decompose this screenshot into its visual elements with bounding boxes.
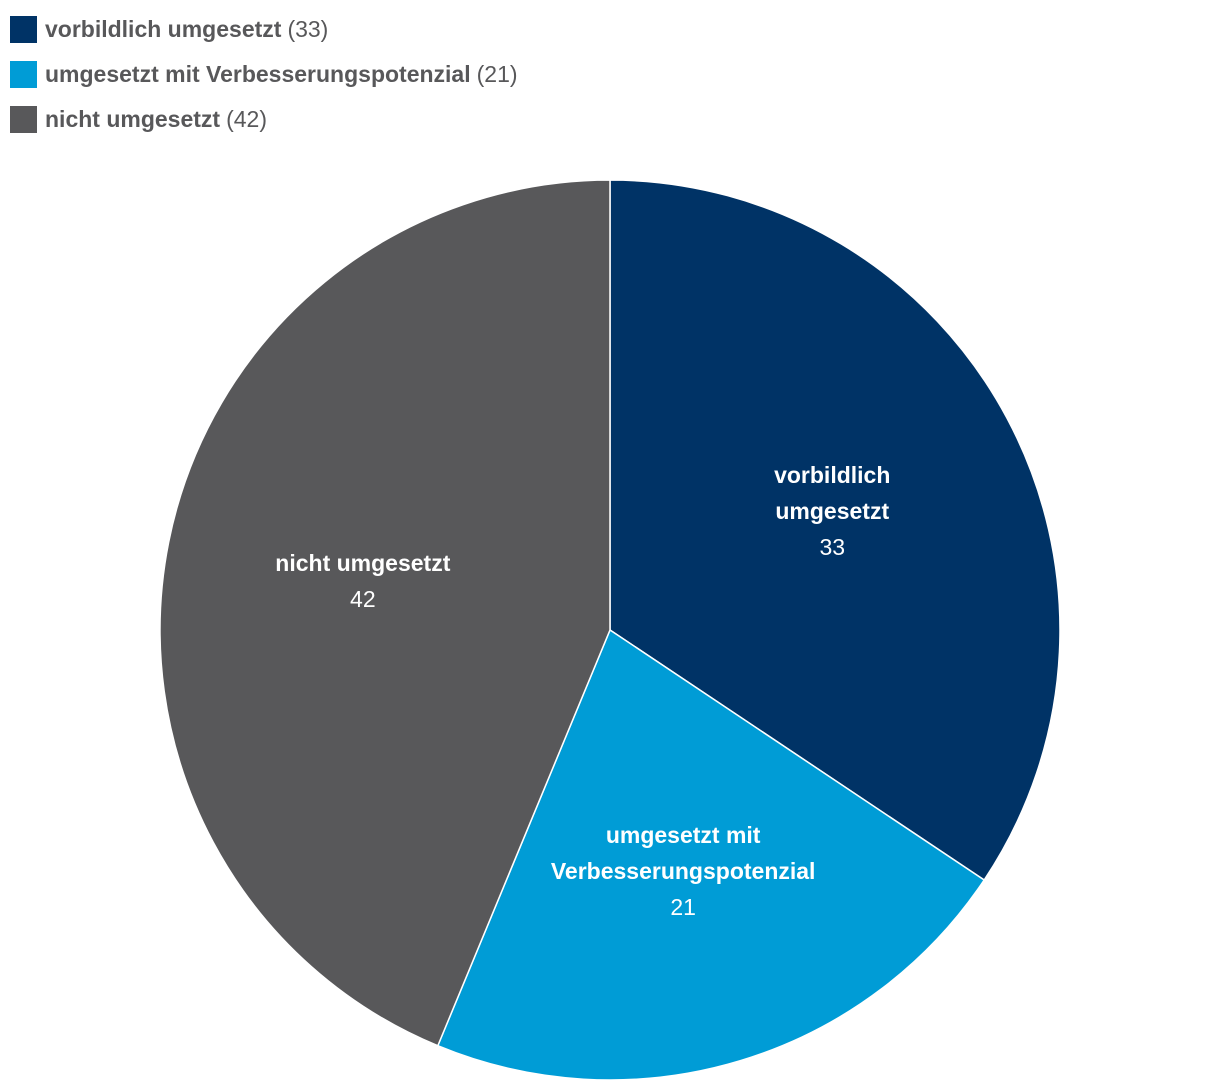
- slice-value-verbesserung: 21: [670, 894, 696, 920]
- legend-swatch-nicht: [10, 105, 37, 133]
- chart-legend: vorbildlich umgesetzt (33) umgesetzt mit…: [10, 10, 518, 145]
- slice-label-name-vorbildlich-1: umgesetzt: [775, 498, 889, 524]
- slice-label-name-nicht-0: nicht umgesetzt: [275, 550, 450, 576]
- legend-count-verbesserung: (21): [476, 60, 518, 87]
- slice-label-verbesserung: umgesetzt mit Verbesserungspotenzial 21: [551, 822, 816, 920]
- pie-slice-verbesserung[interactable]: [436, 628, 986, 1081]
- legend-label-nicht: nicht umgesetzt: [45, 105, 221, 132]
- slice-label-nicht: nicht umgesetzt 42: [275, 550, 450, 612]
- legend-count-vorbildlich: (33): [287, 15, 329, 42]
- legend-swatch-vorbildlich: [10, 15, 37, 43]
- legend-count-nicht: (42): [226, 105, 267, 132]
- legend-label-vorbildlich: vorbildlich umgesetzt: [45, 15, 282, 42]
- slice-label-name-verbesserung-0: umgesetzt mit: [606, 822, 761, 848]
- pie-slice-nicht[interactable]: [159, 179, 611, 1047]
- legend-label-verbesserung: umgesetzt mit Verbesserungspotenzial: [45, 60, 471, 87]
- slice-value-nicht: 42: [350, 586, 376, 612]
- slice-label-vorbildlich: vorbildlich umgesetzt 33: [774, 462, 890, 560]
- legend-swatch-verbesserung: [10, 60, 37, 88]
- legend-item-vorbildlich[interactable]: vorbildlich umgesetzt (33): [10, 10, 518, 48]
- slice-value-vorbildlich: 33: [819, 534, 845, 560]
- slice-label-name-vorbildlich-0: vorbildlich: [774, 462, 890, 488]
- legend-item-verbesserung[interactable]: umgesetzt mit Verbesserungspotenzial (21…: [10, 55, 518, 93]
- slice-label-name-verbesserung-1: Verbesserungspotenzial: [551, 858, 816, 884]
- legend-item-nicht[interactable]: nicht umgesetzt (42): [10, 100, 518, 138]
